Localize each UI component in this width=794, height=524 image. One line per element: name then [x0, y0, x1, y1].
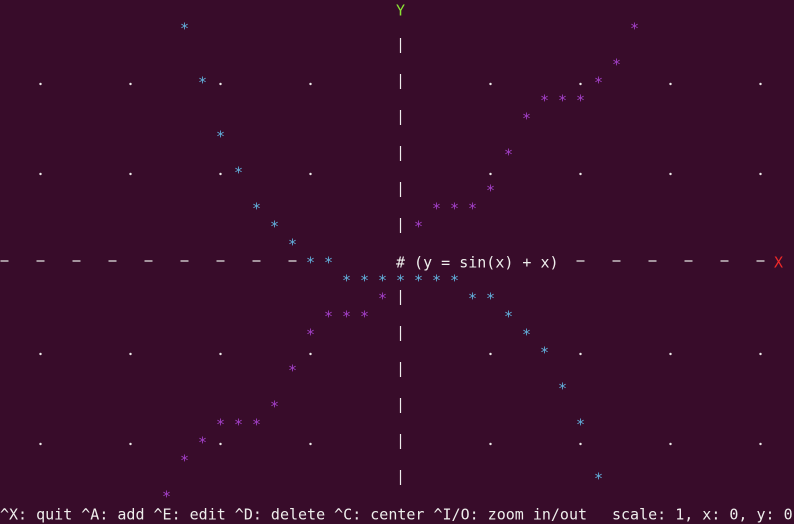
purple-point: * [522, 110, 531, 128]
purple-point: * [324, 308, 333, 326]
purple-point: * [630, 20, 639, 38]
cyan-point: * [432, 272, 441, 290]
y-axis-label: Y [396, 2, 405, 20]
cyan-point: * [414, 272, 423, 290]
x-axis-label: X [774, 254, 783, 272]
cyan-point: * [252, 200, 261, 218]
grid-dot [309, 172, 312, 176]
grid-dot [129, 172, 132, 176]
cyan-point: * [558, 380, 567, 398]
grid-dot [39, 82, 42, 86]
plot-points: * * * * * * * * * * * * * * * * * * * * * * * * * * * * * * * * * * * * * * * *… [162, 20, 639, 506]
grid-dot [489, 442, 492, 446]
grid-dot [669, 442, 672, 446]
grid-dot [309, 82, 312, 86]
cyan-point: * [522, 326, 531, 344]
purple-point: * [468, 200, 477, 218]
grid-dot [579, 442, 582, 446]
purple-point: * [576, 92, 585, 110]
grid-dot [219, 442, 222, 446]
grid-dot [579, 352, 582, 356]
grid-dot [129, 82, 132, 86]
grid-dot [39, 172, 42, 176]
function-label: # (y = sin(x) + x) [396, 254, 559, 272]
purple-point: * [486, 182, 495, 200]
purple-point: * [432, 200, 441, 218]
axes [0, 38, 765, 485]
grid-dot [129, 442, 132, 446]
purple-point: * [216, 416, 225, 434]
cyan-point: * [324, 254, 333, 272]
grid-dot [309, 442, 312, 446]
purple-point: * [252, 416, 261, 434]
purple-point: * [198, 434, 207, 452]
cyan-point: * [234, 164, 243, 182]
grid-dot [669, 352, 672, 356]
cyan-point: * [180, 20, 189, 38]
purple-point: * [288, 362, 297, 380]
cyan-point: * [576, 416, 585, 434]
purple-point: * [558, 92, 567, 110]
grid-dot [219, 82, 222, 86]
grid-dot [579, 82, 582, 86]
purple-point: * [360, 308, 369, 326]
cyan-point: * [270, 218, 279, 236]
cyan-point: * [540, 344, 549, 362]
cyan-point: * [342, 272, 351, 290]
purple-point: * [540, 92, 549, 110]
grid-dot [39, 352, 42, 356]
purple-point: * [594, 74, 603, 92]
purple-point: * [378, 290, 387, 308]
purple-point: * [234, 416, 243, 434]
purple-point: * [450, 200, 459, 218]
cyan-point: * [378, 272, 387, 290]
grid-dot [669, 82, 672, 86]
cyan-point: * [468, 290, 477, 308]
shortcuts: ^X: quit ^A: add ^E: edit ^D: delete ^C:… [0, 506, 587, 524]
grid-dot [489, 82, 492, 86]
purple-point: * [180, 452, 189, 470]
purple-point: * [342, 308, 351, 326]
purple-point: * [270, 398, 279, 416]
purple-point: * [612, 56, 621, 74]
grid-dot [489, 352, 492, 356]
cyan-point: * [306, 254, 315, 272]
grid-dot [219, 172, 222, 176]
grid-dot [309, 352, 312, 356]
grid-dot [759, 442, 762, 446]
grid-dot [759, 352, 762, 356]
grid-dot [489, 172, 492, 176]
cyan-point: * [450, 272, 459, 290]
cyan-point: * [486, 290, 495, 308]
purple-point: * [162, 488, 171, 506]
cyan-point: * [216, 128, 225, 146]
purple-point: * [504, 146, 513, 164]
grid-dot [759, 172, 762, 176]
status-position: scale: 1, x: 0, y: 0 [612, 506, 793, 524]
grid-dot [39, 442, 42, 446]
grid-dot [579, 172, 582, 176]
purple-point: * [306, 326, 315, 344]
cyan-point: * [288, 236, 297, 254]
cyan-point: * [594, 470, 603, 488]
cyan-point: * [396, 272, 405, 290]
cyan-point: * [504, 308, 513, 326]
grid-dot [129, 352, 132, 356]
cyan-point: * [360, 272, 369, 290]
cyan-point: * [198, 74, 207, 92]
grid-dot [669, 172, 672, 176]
grid-dot [219, 352, 222, 356]
purple-point: * [414, 218, 423, 236]
grid-dot [759, 82, 762, 86]
